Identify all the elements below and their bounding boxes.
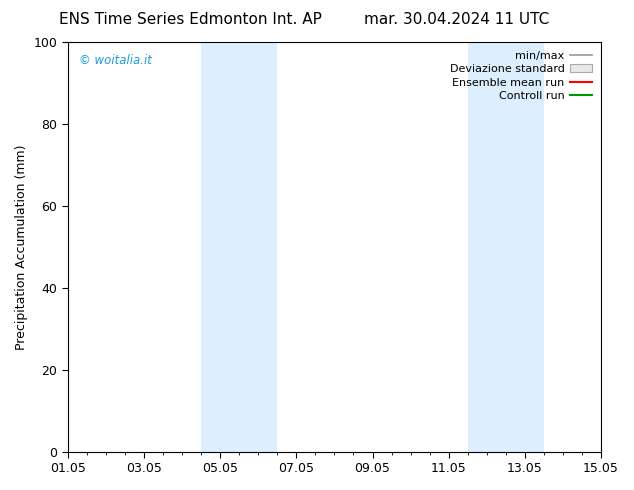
Text: © woitalia.it: © woitalia.it xyxy=(79,54,152,67)
Legend: min/max, Deviazione standard, Ensemble mean run, Controll run: min/max, Deviazione standard, Ensemble m… xyxy=(446,48,595,104)
Y-axis label: Precipitation Accumulation (mm): Precipitation Accumulation (mm) xyxy=(15,144,28,349)
Text: ENS Time Series Edmonton Int. AP: ENS Time Series Edmonton Int. AP xyxy=(59,12,321,27)
Text: mar. 30.04.2024 11 UTC: mar. 30.04.2024 11 UTC xyxy=(364,12,549,27)
Bar xyxy=(506,42,544,452)
Bar xyxy=(239,42,277,452)
Bar xyxy=(468,42,506,452)
Bar xyxy=(201,42,239,452)
